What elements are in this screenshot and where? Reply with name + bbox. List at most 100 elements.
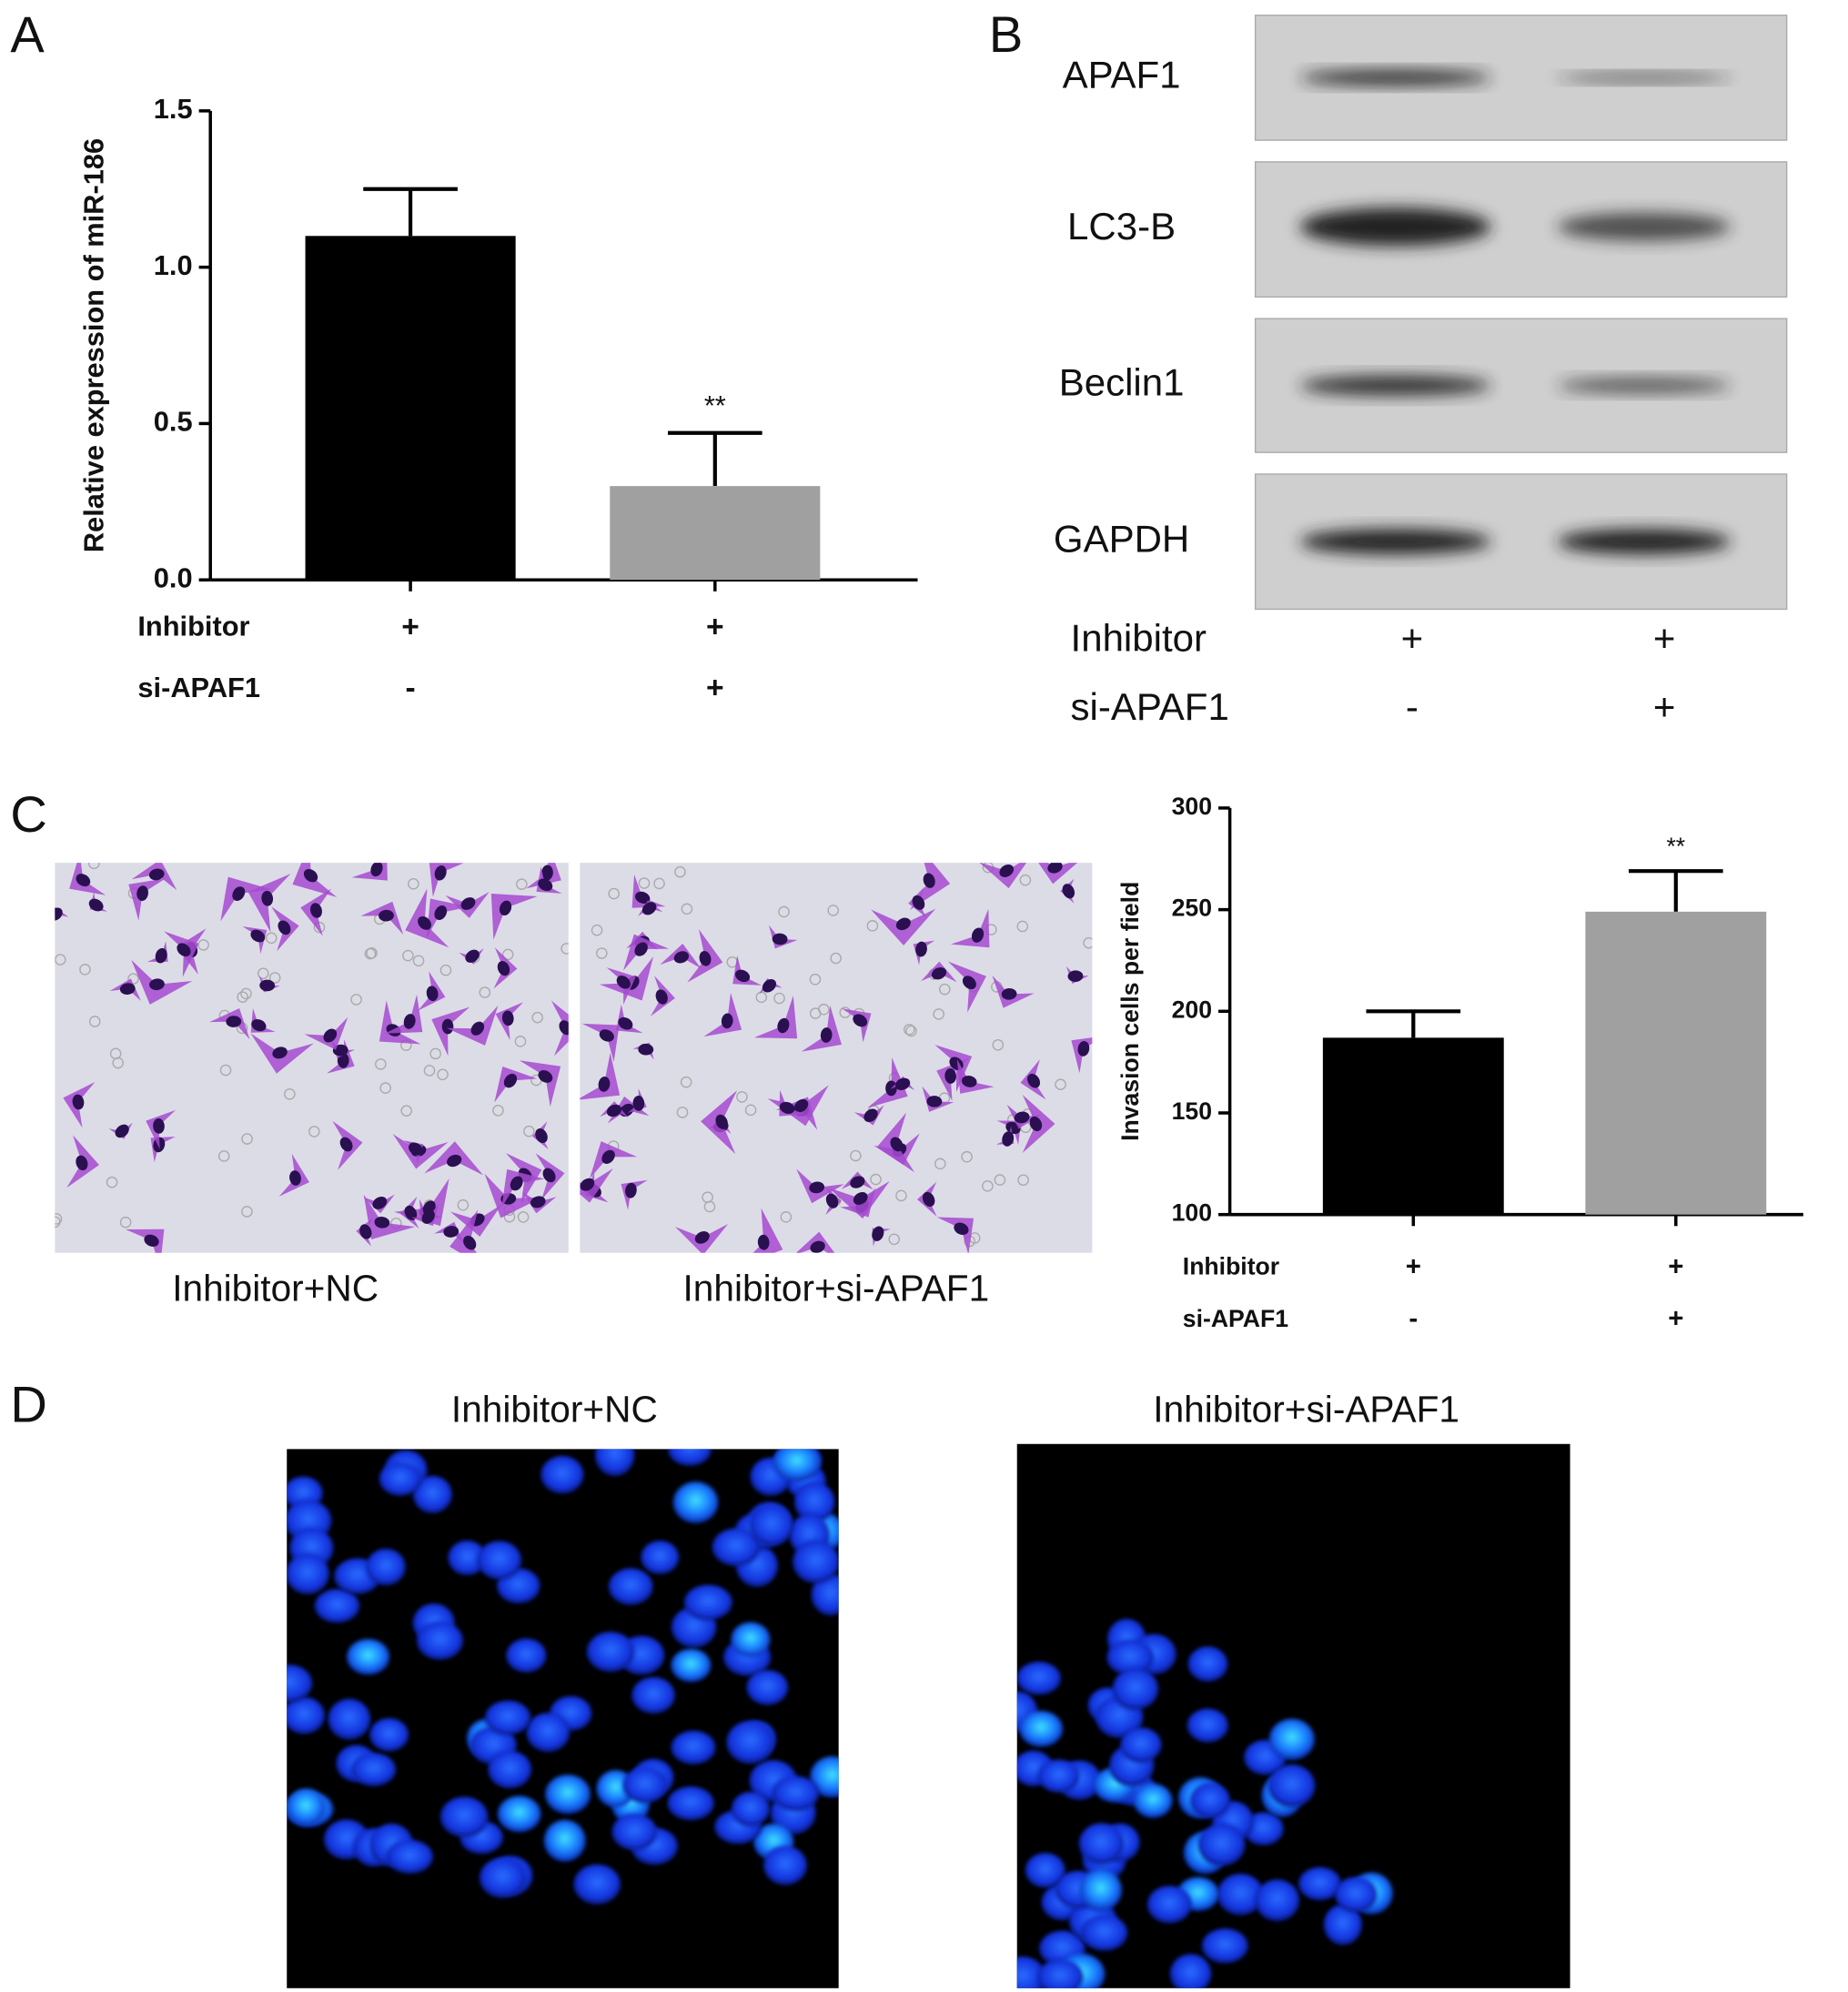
condition-value: +: [1668, 1304, 1683, 1334]
cell-body: [947, 961, 986, 1013]
cell-nucleus: [923, 873, 935, 888]
pore: [217, 1150, 230, 1162]
pore: [1055, 1078, 1066, 1091]
panel-letter: B: [989, 5, 1023, 63]
pore: [429, 1047, 441, 1060]
pore: [412, 955, 425, 967]
panel-letter: D: [10, 1375, 46, 1432]
cell-nucleus: [499, 900, 512, 916]
pore: [241, 1133, 253, 1145]
cell-body: [936, 1058, 969, 1101]
pore: [982, 1180, 994, 1192]
cell-nucleus: [115, 1124, 129, 1138]
nucleus: [668, 1449, 712, 1466]
cell-nucleus: [820, 1027, 833, 1043]
cell-nucleus: [177, 943, 191, 957]
cell-nucleus: [289, 1170, 301, 1186]
cell-nucleus: [542, 1168, 556, 1183]
cell-nucleus: [632, 1096, 645, 1111]
pore: [870, 1173, 882, 1186]
pore: [994, 1174, 1006, 1186]
cell-nucleus: [148, 868, 165, 881]
condition-label: si-APAF1: [1183, 1305, 1288, 1332]
nucleus: [412, 1475, 452, 1513]
cell-body: [550, 1000, 569, 1057]
cell-nucleus: [409, 1142, 423, 1156]
cell-nucleus: [793, 1098, 809, 1113]
bar: [610, 486, 821, 581]
cell-body: [623, 934, 670, 971]
cell-nucleus: [463, 1235, 477, 1250]
pore: [895, 1189, 907, 1202]
cell-nucleus: [616, 976, 631, 989]
pore: [531, 1011, 543, 1024]
nucleus: [667, 1786, 714, 1821]
nucleus: [671, 1648, 712, 1683]
cell-body: [580, 1052, 621, 1100]
fluorescence-title: Inhibitor+si-APAF1: [1153, 1389, 1459, 1431]
cell-nucleus: [962, 976, 976, 990]
cell-nucleus: [625, 1182, 637, 1198]
pore: [119, 1216, 132, 1229]
nucleus: [750, 1503, 793, 1546]
cell-body: [589, 1141, 638, 1179]
cell-body: [360, 901, 404, 935]
bar: [1322, 1037, 1504, 1215]
nucleus: [1298, 1866, 1341, 1901]
cell-nucleus: [226, 1016, 242, 1027]
nucleus: [497, 1795, 541, 1833]
cell-nucleus: [735, 969, 751, 983]
pore: [850, 1149, 862, 1162]
nucleus: [1037, 1959, 1084, 1988]
cell-nucleus: [580, 1178, 595, 1191]
cell-nucleus: [370, 863, 383, 877]
cell-body: [703, 993, 742, 1037]
pore: [674, 865, 686, 878]
nucleus: [1025, 1853, 1065, 1888]
cell-nucleus: [926, 1096, 943, 1107]
pore: [653, 877, 665, 890]
pore: [375, 1058, 387, 1070]
cell-nucleus: [538, 878, 553, 892]
cell-body: [109, 978, 141, 1001]
cell-nucleus: [999, 864, 1015, 877]
pore: [773, 992, 785, 1005]
pore: [523, 1125, 535, 1138]
blot-band: [1299, 529, 1491, 555]
cell-nucleus: [541, 865, 553, 881]
cell-nucleus: [501, 1010, 514, 1026]
cell-body: [431, 1006, 470, 1057]
cell-nucleus: [641, 902, 657, 915]
cell-nucleus: [673, 951, 690, 964]
cell-nucleus: [149, 978, 165, 991]
pore: [888, 1233, 900, 1246]
error-bar: [1366, 1009, 1461, 1038]
cell-nucleus: [961, 1075, 977, 1087]
pore: [379, 1082, 391, 1094]
nucleus: [1120, 1727, 1162, 1763]
cell-body: [131, 863, 177, 891]
nucleus: [811, 1573, 839, 1616]
nucleus: [1190, 1782, 1230, 1819]
cell-body: [146, 1109, 177, 1149]
condition-value: +: [706, 610, 724, 643]
cell-body: [125, 1229, 165, 1253]
cell-nucleus: [339, 1137, 353, 1152]
condition-value: +: [1401, 617, 1424, 660]
cell-nucleus: [372, 1196, 388, 1209]
cell-nucleus: [538, 1070, 553, 1083]
significance: **: [704, 389, 726, 421]
cell-nucleus: [635, 891, 651, 904]
nucleus: [287, 1664, 313, 1703]
cell-nucleus: [895, 917, 911, 931]
cell-nucleus: [421, 1209, 435, 1224]
cell-nucleus: [374, 1216, 390, 1229]
y-axis-label: Relative expression of miR-186: [77, 138, 109, 552]
nucleus: [1112, 1668, 1159, 1710]
pore: [680, 1076, 692, 1088]
pore: [591, 924, 603, 936]
cell-nucleus: [434, 905, 448, 920]
y-tick-label: 300: [1172, 793, 1212, 820]
pore: [492, 1105, 504, 1117]
pore: [55, 1213, 63, 1225]
